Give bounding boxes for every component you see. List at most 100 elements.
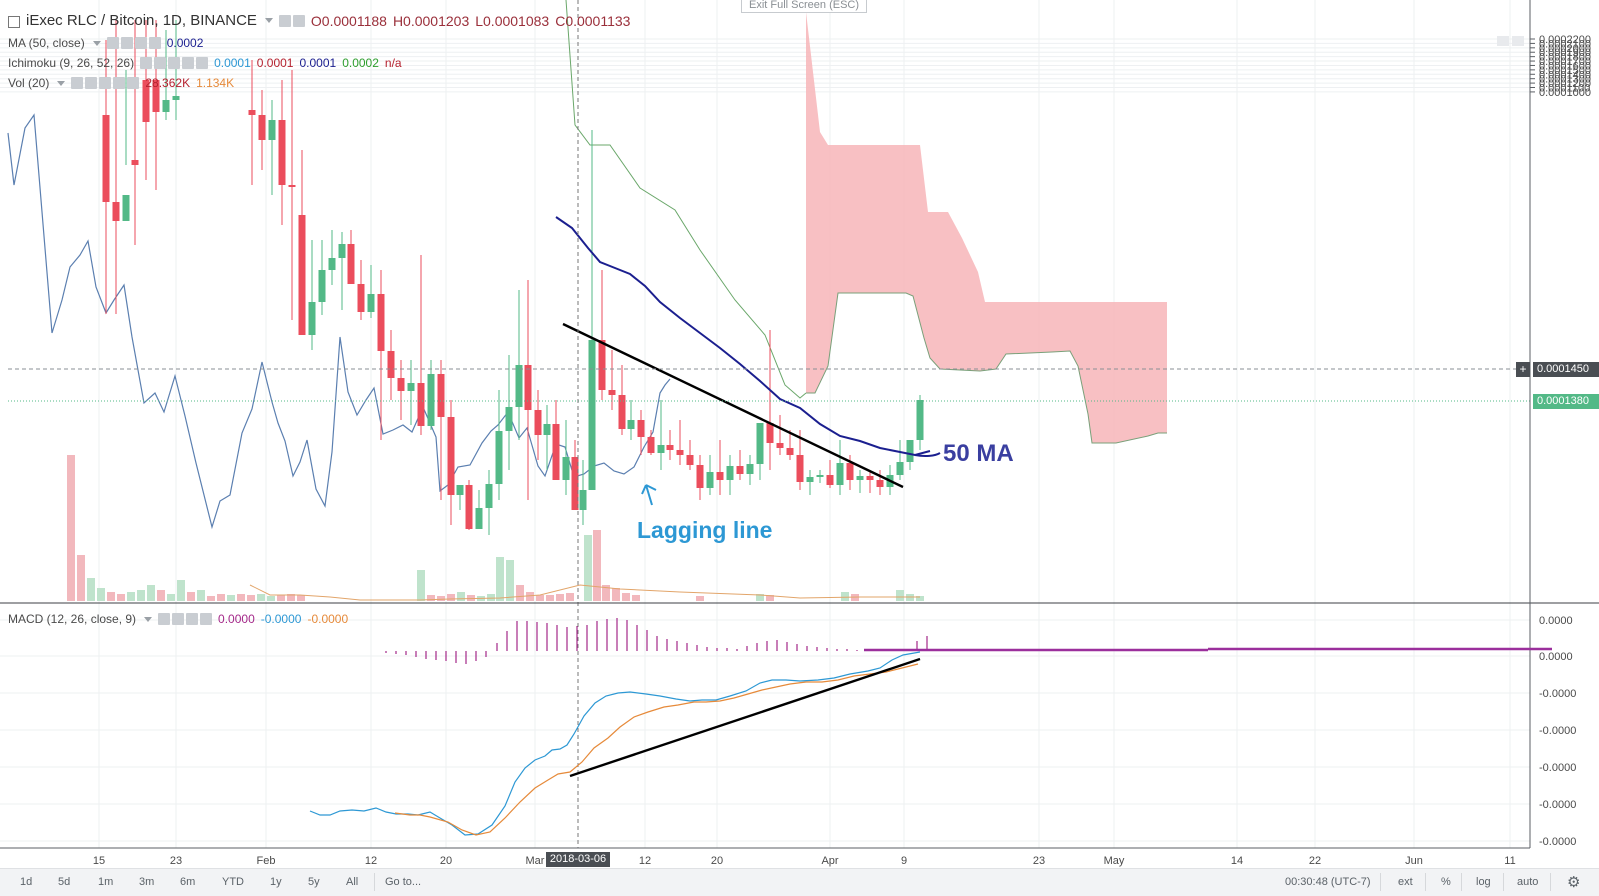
clock-readout[interactable]: 00:30:48 (UTC-7) [1285,876,1371,888]
candle-body [571,457,579,510]
more-icon[interactable] [148,37,161,49]
source-icon[interactable] [168,57,181,69]
candle-body [367,294,375,312]
range-5d-button[interactable]: 5d [58,876,71,888]
volume-bar [546,595,554,601]
symbol-menu-icon[interactable] [264,18,273,23]
macd-line [309,651,921,836]
maximize-pane-icon[interactable] [1497,36,1509,46]
volume-controls[interactable] [71,77,140,89]
pane-controls[interactable] [1497,33,1527,46]
price-axis[interactable]: 0.00022000.00021000.00020000.00019000.00… [1530,34,1591,99]
volume-bar [447,594,455,601]
eye-icon[interactable] [140,57,153,69]
candle-body [756,423,764,464]
eye-icon[interactable] [71,77,84,89]
range-1y-button[interactable]: 1y [270,876,282,888]
ichimoku-label[interactable]: Ichimoku (9, 26, 52, 26) [8,56,135,70]
candle-body [485,484,493,508]
range-3m-button[interactable]: 3m [139,876,155,888]
candle-body [906,440,914,462]
macd-label[interactable]: MACD (12, 26, close, 9) [8,612,137,626]
close-icon[interactable] [134,37,147,49]
volume-label[interactable]: Vol (20) [8,76,50,90]
price-tick-label: 0.0001700 [1539,56,1591,68]
candle-body [598,340,606,390]
symbol-title[interactable]: iExec RLC / Bitcoin, 1D, BINANCE [26,12,257,29]
macd-controls[interactable] [158,613,213,625]
candle-body [579,490,587,510]
volume-bar [756,594,764,601]
candle-body [657,445,665,453]
add-alert-plus-icon[interactable]: + [1516,362,1530,377]
close-icon[interactable] [182,57,195,69]
close-icon[interactable] [113,77,126,89]
macd-menu-icon[interactable] [144,616,153,622]
ma-controls[interactable] [106,37,161,49]
candle-body [357,284,365,312]
more-icon[interactable] [196,57,209,69]
settings-icon[interactable] [85,77,98,89]
macd-axis[interactable]: 0.0000 0.0000 -0.0000 -0.0000 -0.0000 -0.0000… [1539,615,1576,848]
ichimoku-controls[interactable] [140,57,209,69]
ma-label[interactable]: MA (50, close) [8,36,85,50]
source-icon[interactable] [99,77,112,89]
crosshair-date-value: 2018-03-06 [549,853,607,865]
signal-line [394,663,919,836]
range-5y-button[interactable]: 5y [308,876,320,888]
candle-body [387,351,395,378]
percent-toggle[interactable]: % [1441,876,1451,888]
eye-icon[interactable] [278,14,291,27]
more-icon[interactable] [200,613,213,625]
candle-body [298,215,306,335]
volume-bar [117,594,125,601]
range-1d-button[interactable]: 1d [20,876,33,888]
ohlc-close: C0.0001133 [555,12,631,29]
ma50-line [555,216,931,457]
eye-icon[interactable] [106,37,119,49]
ext-toggle[interactable]: ext [1398,876,1413,888]
close-icon[interactable] [186,613,199,625]
volume-bar [906,594,914,601]
divider [1503,873,1504,891]
ohlc-high: H0.0001203 [392,12,470,29]
candle-body [102,115,110,202]
more-icon[interactable] [127,77,140,89]
volume-bar [916,596,924,601]
settings-icon[interactable] [172,613,185,625]
collapse-legend-icon[interactable] [8,15,20,28]
candle-body [746,464,754,474]
ma-menu-icon[interactable] [92,40,101,46]
settings-icon[interactable] [154,57,167,69]
range-ytd-button[interactable]: YTD [222,876,244,888]
candle-body [916,400,924,440]
price-tick-label: 0.0001400 [1539,69,1591,81]
goto-button[interactable]: Go to... [385,876,422,888]
range-all-button[interactable]: All [346,876,359,888]
ma-legend: MA (50, close) 0.0002 [8,36,203,50]
exit-fullscreen-button[interactable]: Exit Full Screen (ESC) [741,0,867,13]
gear-icon[interactable]: ⚙ [1567,874,1581,891]
time-axis[interactable]: 15 23 Feb 12 20 Mar 12 20 Apr 9 23 May 14 22 Jun 11 [93,855,1516,867]
settings-icon[interactable] [120,37,133,49]
volume-bar [157,590,165,601]
candle-body [706,472,714,488]
restore-pane-icon[interactable] [1512,36,1524,46]
settings-icon[interactable] [292,14,305,27]
macd-tick-label: 0.0000 [1539,651,1573,663]
volume-bar [267,596,275,601]
range-1m-button[interactable]: 1m [98,876,114,888]
candle-body [826,475,834,485]
log-toggle[interactable]: log [1476,876,1491,888]
eye-icon[interactable] [158,613,171,625]
candle-body [726,466,734,480]
candle-body [505,407,513,431]
auto-toggle[interactable]: auto [1517,876,1539,888]
range-6m-button[interactable]: 6m [180,876,196,888]
volume-bar [127,592,135,601]
price-pane[interactable]: 0.00022000.00021000.00020000.00019000.00… [0,0,1599,868]
symbol-controls[interactable] [278,14,305,27]
volume-menu-icon[interactable] [57,80,66,86]
volume-bar [237,594,245,601]
macd-value-2: -0.0000 [260,612,302,626]
